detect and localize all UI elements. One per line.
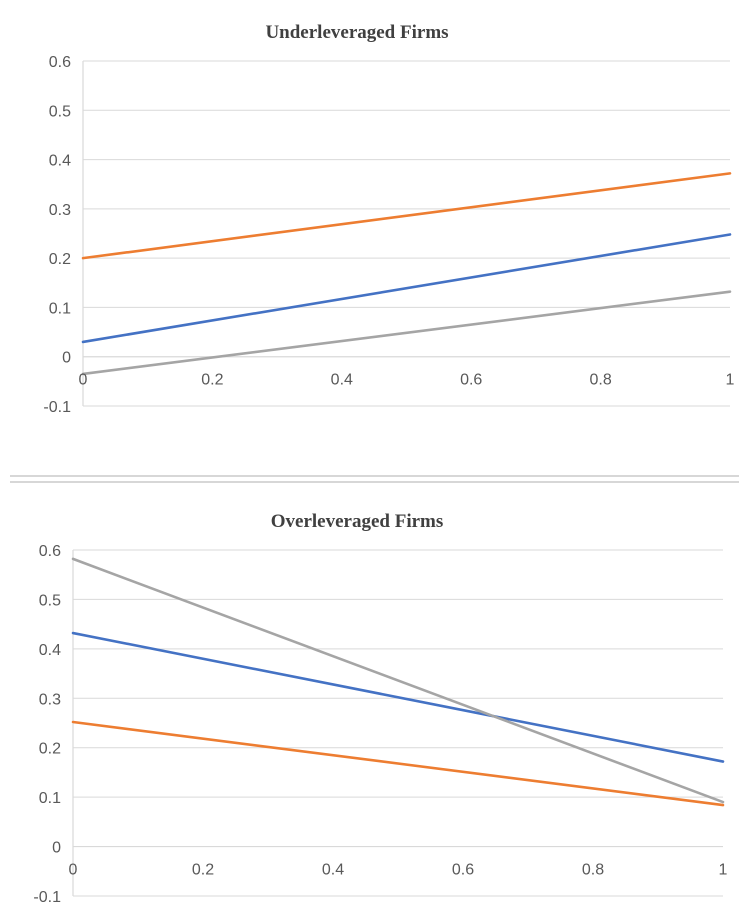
series-line-1 bbox=[81, 233, 732, 344]
y-tick-label: 0.3 bbox=[49, 202, 71, 219]
x-tick-label: 0 bbox=[69, 862, 78, 879]
series-line-1 bbox=[71, 631, 725, 763]
x-axis: 0 0.2 0.4 0.6 0.8 1 bbox=[69, 862, 728, 879]
x-tick-label: 0.4 bbox=[322, 862, 344, 879]
y-tick-label: 0.2 bbox=[39, 741, 61, 758]
chart-title: Overleveraged Firms bbox=[271, 511, 444, 532]
x-tick-label: 0.8 bbox=[582, 862, 604, 879]
y-tick-label: 0.4 bbox=[49, 153, 71, 170]
x-tick-label: 0 bbox=[79, 372, 88, 389]
chart-title: Underleveraged Firms bbox=[265, 22, 448, 43]
series-line-2 bbox=[71, 720, 725, 807]
series-line-3 bbox=[71, 557, 725, 804]
chart-divider bbox=[10, 475, 739, 483]
grid bbox=[72, 549, 723, 897]
y-tick-label: 0 bbox=[62, 350, 71, 367]
series-group bbox=[81, 172, 732, 376]
x-tick-label: 0.6 bbox=[452, 862, 474, 879]
y-tick-label: 0.1 bbox=[39, 790, 61, 807]
y-tick-label: 0.6 bbox=[39, 543, 61, 560]
y-tick-label: 0.5 bbox=[39, 592, 61, 609]
y-tick-label: 0.6 bbox=[49, 54, 71, 71]
y-tick-label: -0.1 bbox=[43, 399, 71, 416]
series-group bbox=[71, 557, 725, 807]
x-tick-label: 0.2 bbox=[201, 372, 223, 389]
y-tick-label: 0 bbox=[52, 840, 61, 857]
x-tick-label: 0.2 bbox=[192, 862, 214, 879]
y-tick-label: -0.1 bbox=[33, 889, 61, 906]
y-tick-label: 0.1 bbox=[49, 300, 71, 317]
y-axis: 0.6 0.5 0.4 0.3 0.2 0.1 0 -0.1 bbox=[43, 54, 71, 416]
series-line-3 bbox=[81, 290, 732, 376]
x-tick-label: 0.8 bbox=[589, 372, 611, 389]
x-axis: 0 0.2 0.4 0.6 0.8 1 bbox=[79, 372, 735, 389]
y-axis: 0.6 0.5 0.4 0.3 0.2 0.1 0 -0.1 bbox=[33, 543, 61, 906]
y-tick-label: 0.4 bbox=[39, 642, 61, 659]
y-tick-label: 0.2 bbox=[49, 251, 71, 268]
underleveraged-chart: Underleveraged Firms 0.60.50.40.30.20.10… bbox=[43, 22, 735, 416]
grid bbox=[82, 60, 730, 407]
x-tick-label: 1 bbox=[719, 862, 728, 879]
series-line-2 bbox=[81, 172, 732, 260]
y-tick-label: 0.3 bbox=[39, 691, 61, 708]
x-tick-label: 1 bbox=[726, 372, 735, 389]
x-tick-label: 0.4 bbox=[331, 372, 353, 389]
overleveraged-chart: Overleveraged Firms 0.60.50.40.30.20.10-… bbox=[33, 511, 728, 906]
x-tick-label: 0.6 bbox=[460, 372, 482, 389]
y-tick-label: 0.5 bbox=[49, 103, 71, 120]
